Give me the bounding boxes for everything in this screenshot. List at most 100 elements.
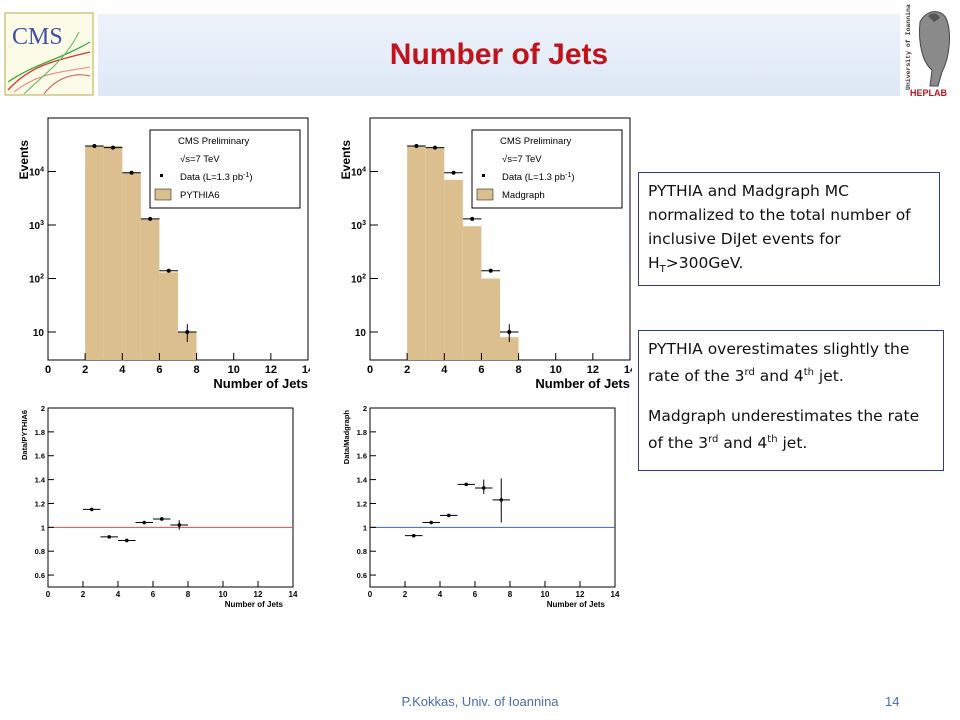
y-tick-label: 2 bbox=[41, 404, 45, 413]
x-tick-label: 0 bbox=[45, 364, 51, 376]
mc-bar bbox=[159, 272, 178, 360]
x-tick-label: 10 bbox=[550, 364, 562, 376]
data-point bbox=[507, 330, 512, 335]
ratio-point bbox=[481, 486, 486, 490]
x-tick-label: 2 bbox=[404, 364, 410, 376]
pythia-comparison-text: PYTHIA overestimates slightly the rate o… bbox=[648, 340, 910, 386]
y-axis-label: Data/PYTHIA6 bbox=[20, 410, 29, 460]
y-tick-label: 1 bbox=[41, 523, 45, 532]
page-number: 14 bbox=[885, 694, 900, 709]
legend-mc-swatch bbox=[154, 188, 172, 201]
data-point bbox=[185, 330, 190, 335]
x-tick-label: 0 bbox=[46, 590, 51, 599]
x-axis-label: Number of Jets bbox=[225, 600, 284, 609]
mc-bar bbox=[481, 278, 500, 360]
x-tick-label: 6 bbox=[473, 590, 478, 599]
data-point bbox=[414, 143, 419, 148]
y-tick-label: 104 bbox=[351, 167, 366, 179]
svg-text:University of Ioannina: University of Ioannina bbox=[905, 4, 912, 90]
ratio-point bbox=[499, 498, 504, 502]
x-tick-label: 14 bbox=[289, 590, 298, 599]
legend-data-marker bbox=[160, 174, 163, 177]
plot-frame bbox=[47, 407, 294, 588]
y-tick-label: 0.8 bbox=[35, 547, 45, 556]
x-tick-label: 10 bbox=[541, 590, 550, 599]
legend-data-label: Data (L=1.3 pb-1) bbox=[502, 172, 575, 183]
x-axis-label: Number of Jets bbox=[535, 376, 630, 391]
y-tick-label: 1.6 bbox=[35, 452, 45, 461]
y-axis-label: Data/Madgraph bbox=[342, 410, 351, 465]
mc-bar bbox=[140, 218, 160, 360]
x-tick-label: 10 bbox=[219, 590, 228, 599]
y-tick-label: 2 bbox=[363, 404, 367, 413]
ratio-point bbox=[107, 535, 112, 539]
mc-bar bbox=[500, 337, 519, 360]
ratio-point bbox=[411, 533, 416, 538]
y-tick-label: 104 bbox=[29, 167, 44, 179]
x-tick-label: 2 bbox=[81, 590, 86, 599]
x-axis-label: Number of Jets bbox=[213, 376, 308, 391]
pythia-distribution-plot: 0 2 4 6 8 10 12 14 10 102 103 104 Number of Jets Even… bbox=[18, 117, 310, 391]
y-axis-label: Events bbox=[340, 140, 353, 180]
data-point bbox=[129, 170, 134, 175]
legend-mc-label: PYTHIA6 bbox=[180, 190, 220, 201]
mc-bar bbox=[85, 145, 104, 360]
y-tick-label: 10 bbox=[33, 328, 45, 339]
y-tick-label: 1.6 bbox=[357, 452, 367, 461]
x-tick-label: 4 bbox=[441, 364, 448, 376]
mc-bar bbox=[425, 147, 445, 360]
ratio-point bbox=[446, 513, 451, 518]
legend-title: CMS Preliminary bbox=[500, 136, 572, 147]
ratio-point bbox=[429, 520, 434, 525]
ratio-point bbox=[159, 517, 164, 521]
x-tick-label: 12 bbox=[254, 590, 263, 599]
mc-bar bbox=[444, 179, 463, 360]
data-point bbox=[451, 170, 456, 175]
legend-mc-label: Madgraph bbox=[502, 190, 545, 201]
y-tick-label: 1.2 bbox=[357, 499, 367, 508]
legend-energy: √s=7 TeV bbox=[180, 154, 220, 165]
madgraph-comparison-text: Madgraph underestimates the rate of the … bbox=[648, 407, 920, 453]
y-tick-label: 1.4 bbox=[35, 476, 46, 485]
comparison-note: PYTHIA overestimates slightly the rate o… bbox=[638, 330, 944, 471]
legend-box bbox=[149, 129, 301, 209]
legend-energy: √s=7 TeV bbox=[502, 154, 542, 165]
svg-text:HEPLAB: HEPLAB bbox=[910, 88, 948, 98]
data-point bbox=[148, 216, 153, 221]
x-tick-label: 2 bbox=[403, 590, 408, 599]
legend-data-marker bbox=[482, 174, 485, 177]
y-tick-label: 10 bbox=[355, 328, 367, 339]
mc-bar bbox=[178, 332, 197, 360]
legend-title: CMS Preliminary bbox=[178, 136, 250, 147]
mc-bar bbox=[122, 172, 141, 360]
slide-title: Number of Jets bbox=[389, 38, 609, 71]
x-tick-label: 8 bbox=[194, 364, 200, 376]
data-point bbox=[470, 216, 475, 221]
x-tick-label: 6 bbox=[151, 590, 156, 599]
mc-bar bbox=[462, 226, 482, 360]
x-tick-label: 10 bbox=[228, 364, 240, 376]
x-tick-label: 0 bbox=[367, 364, 373, 376]
x-tick-label: 14 bbox=[611, 590, 620, 599]
y-tick-label: 0.6 bbox=[35, 571, 45, 580]
y-axis-label: Events bbox=[18, 140, 31, 180]
madgraph-ratio-plot: 0 2 4 6 8 10 12 14 0.6 0.8 1 1.2 1.4 1.6 1.8 2 Number of… bbox=[342, 404, 620, 609]
ratio-point bbox=[124, 538, 129, 543]
legend-data-label: Data (L=1.3 pb-1) bbox=[180, 172, 253, 183]
normalization-note-text: PYTHIA and Madgraph MC normalized to the… bbox=[648, 182, 911, 276]
y-tick-label: 102 bbox=[29, 274, 44, 286]
x-tick-label: 8 bbox=[508, 590, 513, 599]
x-tick-label: 12 bbox=[587, 364, 599, 376]
madgraph-distribution-plot: 0 2 4 6 8 10 12 14 10 102 103 104 Number of Jets Even… bbox=[340, 117, 632, 391]
ratio-point bbox=[89, 507, 94, 512]
x-axis-label: Number of Jets bbox=[547, 600, 606, 609]
y-tick-label: 103 bbox=[29, 220, 44, 232]
data-point bbox=[111, 145, 115, 150]
legend-box bbox=[471, 129, 623, 209]
x-tick-label: 12 bbox=[265, 364, 277, 376]
mc-bar bbox=[103, 145, 123, 360]
heplab-logo: University of Ioannina HEPLAB bbox=[905, 4, 950, 98]
x-tick-label: 2 bbox=[82, 364, 88, 376]
y-tick-label: 1.4 bbox=[357, 476, 368, 485]
ratio-point bbox=[142, 520, 147, 525]
